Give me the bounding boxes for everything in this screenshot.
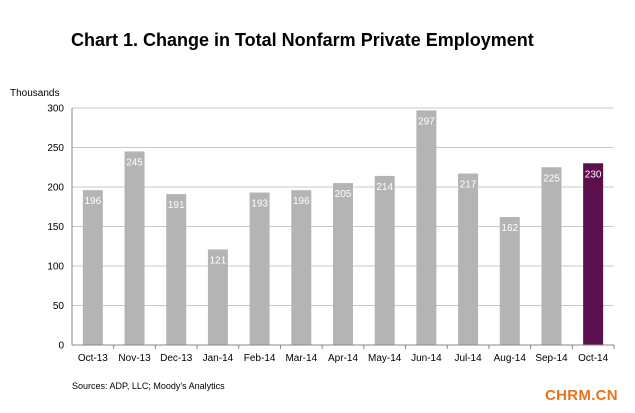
bar-Oct-14: [583, 163, 604, 345]
y-axis-label: Thousands: [10, 88, 60, 99]
x-tick-label-May-14: May-14: [368, 353, 402, 364]
data-label-Oct-13: 196: [85, 196, 102, 207]
data-label-Nov-13: 245: [126, 157, 143, 168]
x-tick-label-Jan-14: Jan-14: [203, 353, 234, 364]
bar-Mar-14: [291, 190, 312, 345]
bar-Aug-14: [499, 217, 520, 345]
data-label-Jun-14: 297: [418, 116, 435, 127]
data-label-Jul-14: 217: [460, 180, 477, 191]
bar-Jun-14: [416, 110, 437, 346]
chart-title: Chart 1. Change in Total Nonfarm Private…: [71, 30, 534, 50]
y-tick-label: 0: [58, 341, 64, 352]
bar-Feb-14: [249, 192, 270, 345]
bar-Jan-14: [207, 249, 228, 345]
y-tick-label: 300: [47, 104, 64, 115]
x-tick-label-Oct-14: Oct-14: [578, 353, 608, 364]
data-label-Mar-14: 196: [293, 196, 310, 207]
x-tick-label-Jun-14: Jun-14: [411, 353, 442, 364]
bar-May-14: [374, 175, 395, 345]
data-label-Dec-13: 191: [168, 200, 185, 211]
bar-Dec-13: [166, 194, 187, 345]
bars: [82, 110, 604, 346]
bar-Sep-14: [541, 167, 562, 345]
data-label-Feb-14: 193: [251, 199, 268, 210]
data-label-Aug-14: 162: [501, 223, 518, 234]
x-tick-label-Nov-13: Nov-13: [118, 353, 151, 364]
x-tick-label-Mar-14: Mar-14: [285, 353, 317, 364]
y-tick-label: 50: [53, 301, 65, 312]
axes: 0 50 100 150 200 250 300 Oct-13 Nov-13 Dec-13 Jan-…: [47, 104, 615, 364]
data-label-May-14: 214: [376, 182, 393, 193]
x-tick-label-Dec-13: Dec-13: [160, 353, 193, 364]
data-labels: 196 245 191 121 193 196 205 214 297 217 162 225 230: [85, 116, 602, 266]
x-tick-label-Oct-13: Oct-13: [78, 353, 108, 364]
bar-Nov-13: [124, 151, 145, 345]
y-tick-label: 250: [47, 143, 64, 154]
y-tick-label: 200: [47, 183, 64, 194]
data-label-Jan-14: 121: [210, 255, 227, 266]
data-label-Sep-14: 225: [543, 173, 560, 184]
bar-Oct-13: [82, 190, 103, 345]
y-tick-label: 100: [47, 262, 64, 273]
y-tick-label: 150: [47, 222, 64, 233]
x-tick-label-Sep-14: Sep-14: [535, 353, 568, 364]
data-label-Apr-14: 205: [335, 189, 352, 200]
x-tick-label-Apr-14: Apr-14: [328, 353, 358, 364]
x-tick-label-Aug-14: Aug-14: [494, 353, 527, 364]
data-label-Oct-14: 230: [585, 169, 602, 180]
x-tick-label-Feb-14: Feb-14: [244, 353, 276, 364]
source-note: Sources: ADP, LLC; Moody's Analytics: [72, 381, 225, 391]
bar-Jul-14: [458, 173, 479, 345]
bar-Apr-14: [333, 183, 353, 345]
x-tick-label-Jul-14: Jul-14: [454, 353, 482, 364]
watermark-logo: CHRM.CN: [545, 387, 618, 404]
